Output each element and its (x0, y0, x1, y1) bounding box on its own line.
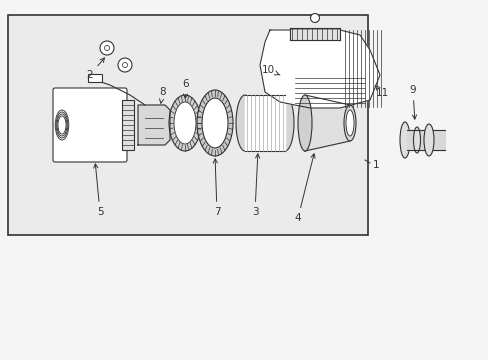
Text: 6: 6 (183, 79, 189, 98)
Text: 8: 8 (159, 87, 166, 103)
Text: 5: 5 (94, 164, 103, 217)
Polygon shape (406, 130, 444, 150)
Ellipse shape (343, 105, 355, 141)
Ellipse shape (169, 95, 201, 151)
Bar (88, 74, 102, 82)
Ellipse shape (399, 122, 409, 158)
Polygon shape (305, 95, 349, 151)
Text: 3: 3 (251, 154, 259, 217)
Text: 7: 7 (213, 159, 220, 217)
Ellipse shape (100, 41, 114, 55)
Text: 4: 4 (294, 154, 314, 223)
Ellipse shape (174, 102, 196, 144)
Text: 2: 2 (86, 58, 104, 80)
Text: 1: 1 (372, 160, 379, 170)
Ellipse shape (236, 95, 253, 151)
Ellipse shape (346, 110, 353, 136)
Ellipse shape (413, 127, 420, 153)
Bar (8, 15, 367, 235)
Ellipse shape (118, 58, 132, 72)
Polygon shape (244, 95, 285, 151)
Text: 11: 11 (374, 85, 388, 98)
Ellipse shape (297, 95, 311, 151)
Polygon shape (289, 30, 339, 40)
Bar (122, 100, 134, 150)
Text: 10: 10 (261, 65, 279, 75)
FancyBboxPatch shape (53, 88, 127, 162)
Ellipse shape (275, 95, 293, 151)
Ellipse shape (310, 14, 319, 23)
Polygon shape (260, 30, 379, 108)
Polygon shape (138, 105, 170, 145)
Text: 9: 9 (409, 85, 416, 119)
Ellipse shape (197, 90, 232, 156)
Ellipse shape (423, 124, 433, 156)
Ellipse shape (202, 98, 227, 148)
